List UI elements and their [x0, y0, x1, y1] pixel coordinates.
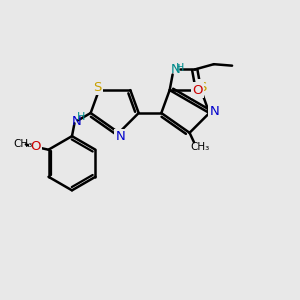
Text: O: O [192, 84, 203, 97]
Text: S: S [198, 81, 207, 94]
Text: N: N [210, 105, 220, 118]
Text: N: N [72, 115, 81, 128]
Text: O: O [30, 140, 40, 153]
Text: S: S [93, 81, 102, 94]
Text: H: H [77, 112, 85, 122]
Text: H: H [176, 63, 185, 73]
Text: CH₃: CH₃ [13, 140, 32, 149]
Text: N: N [116, 130, 125, 143]
Text: N: N [171, 63, 180, 76]
Text: CH₃: CH₃ [190, 142, 209, 152]
